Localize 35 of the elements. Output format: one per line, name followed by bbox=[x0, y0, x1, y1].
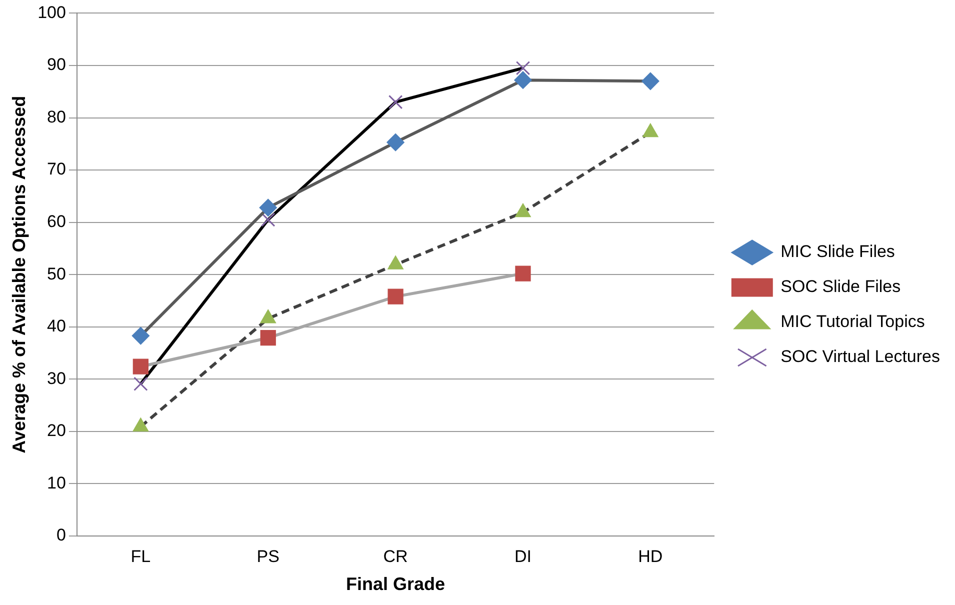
x-tick-label: HD bbox=[638, 546, 663, 566]
legend-label: MIC Slide Files bbox=[780, 242, 895, 262]
x-tick-label: CR bbox=[383, 546, 408, 566]
y-tick-label: 70 bbox=[47, 160, 66, 179]
point bbox=[388, 94, 403, 110]
y-tick-label: 20 bbox=[47, 421, 66, 440]
y-tick-label: 0 bbox=[56, 526, 66, 545]
point bbox=[516, 60, 530, 76]
y-tick-label: 30 bbox=[47, 368, 66, 388]
y-tick-label: 90 bbox=[47, 55, 66, 74]
point bbox=[259, 198, 277, 216]
legend-label: MIC Tutorial Topics bbox=[780, 312, 925, 332]
x-tick-label: PS bbox=[256, 546, 280, 566]
point bbox=[642, 72, 660, 90]
point bbox=[134, 376, 148, 391]
y-tick-label: 60 bbox=[47, 212, 66, 232]
y-tick-label: 40 bbox=[47, 316, 66, 336]
y-tick-label: 100 bbox=[38, 2, 66, 22]
point bbox=[515, 266, 531, 282]
x-tick-label: DI bbox=[514, 546, 532, 566]
y-tick-label: 50 bbox=[47, 264, 66, 284]
y-axis-title: Average % of Available Options Accessed bbox=[8, 96, 29, 454]
y-tick-label: 10 bbox=[47, 473, 66, 492]
point bbox=[514, 71, 532, 89]
legend-label: SOC Virtual Lectures bbox=[780, 347, 940, 366]
point bbox=[386, 134, 404, 152]
point bbox=[260, 330, 276, 346]
y-tick-label: 80 bbox=[47, 107, 66, 126]
x-tick-label: FL bbox=[130, 546, 151, 566]
x-axis-title: Final Grade bbox=[346, 574, 446, 594]
point bbox=[388, 288, 404, 304]
point bbox=[132, 327, 150, 345]
point bbox=[132, 358, 148, 374]
point bbox=[261, 212, 276, 227]
legend-label: SOC Slide Files bbox=[780, 277, 901, 296]
